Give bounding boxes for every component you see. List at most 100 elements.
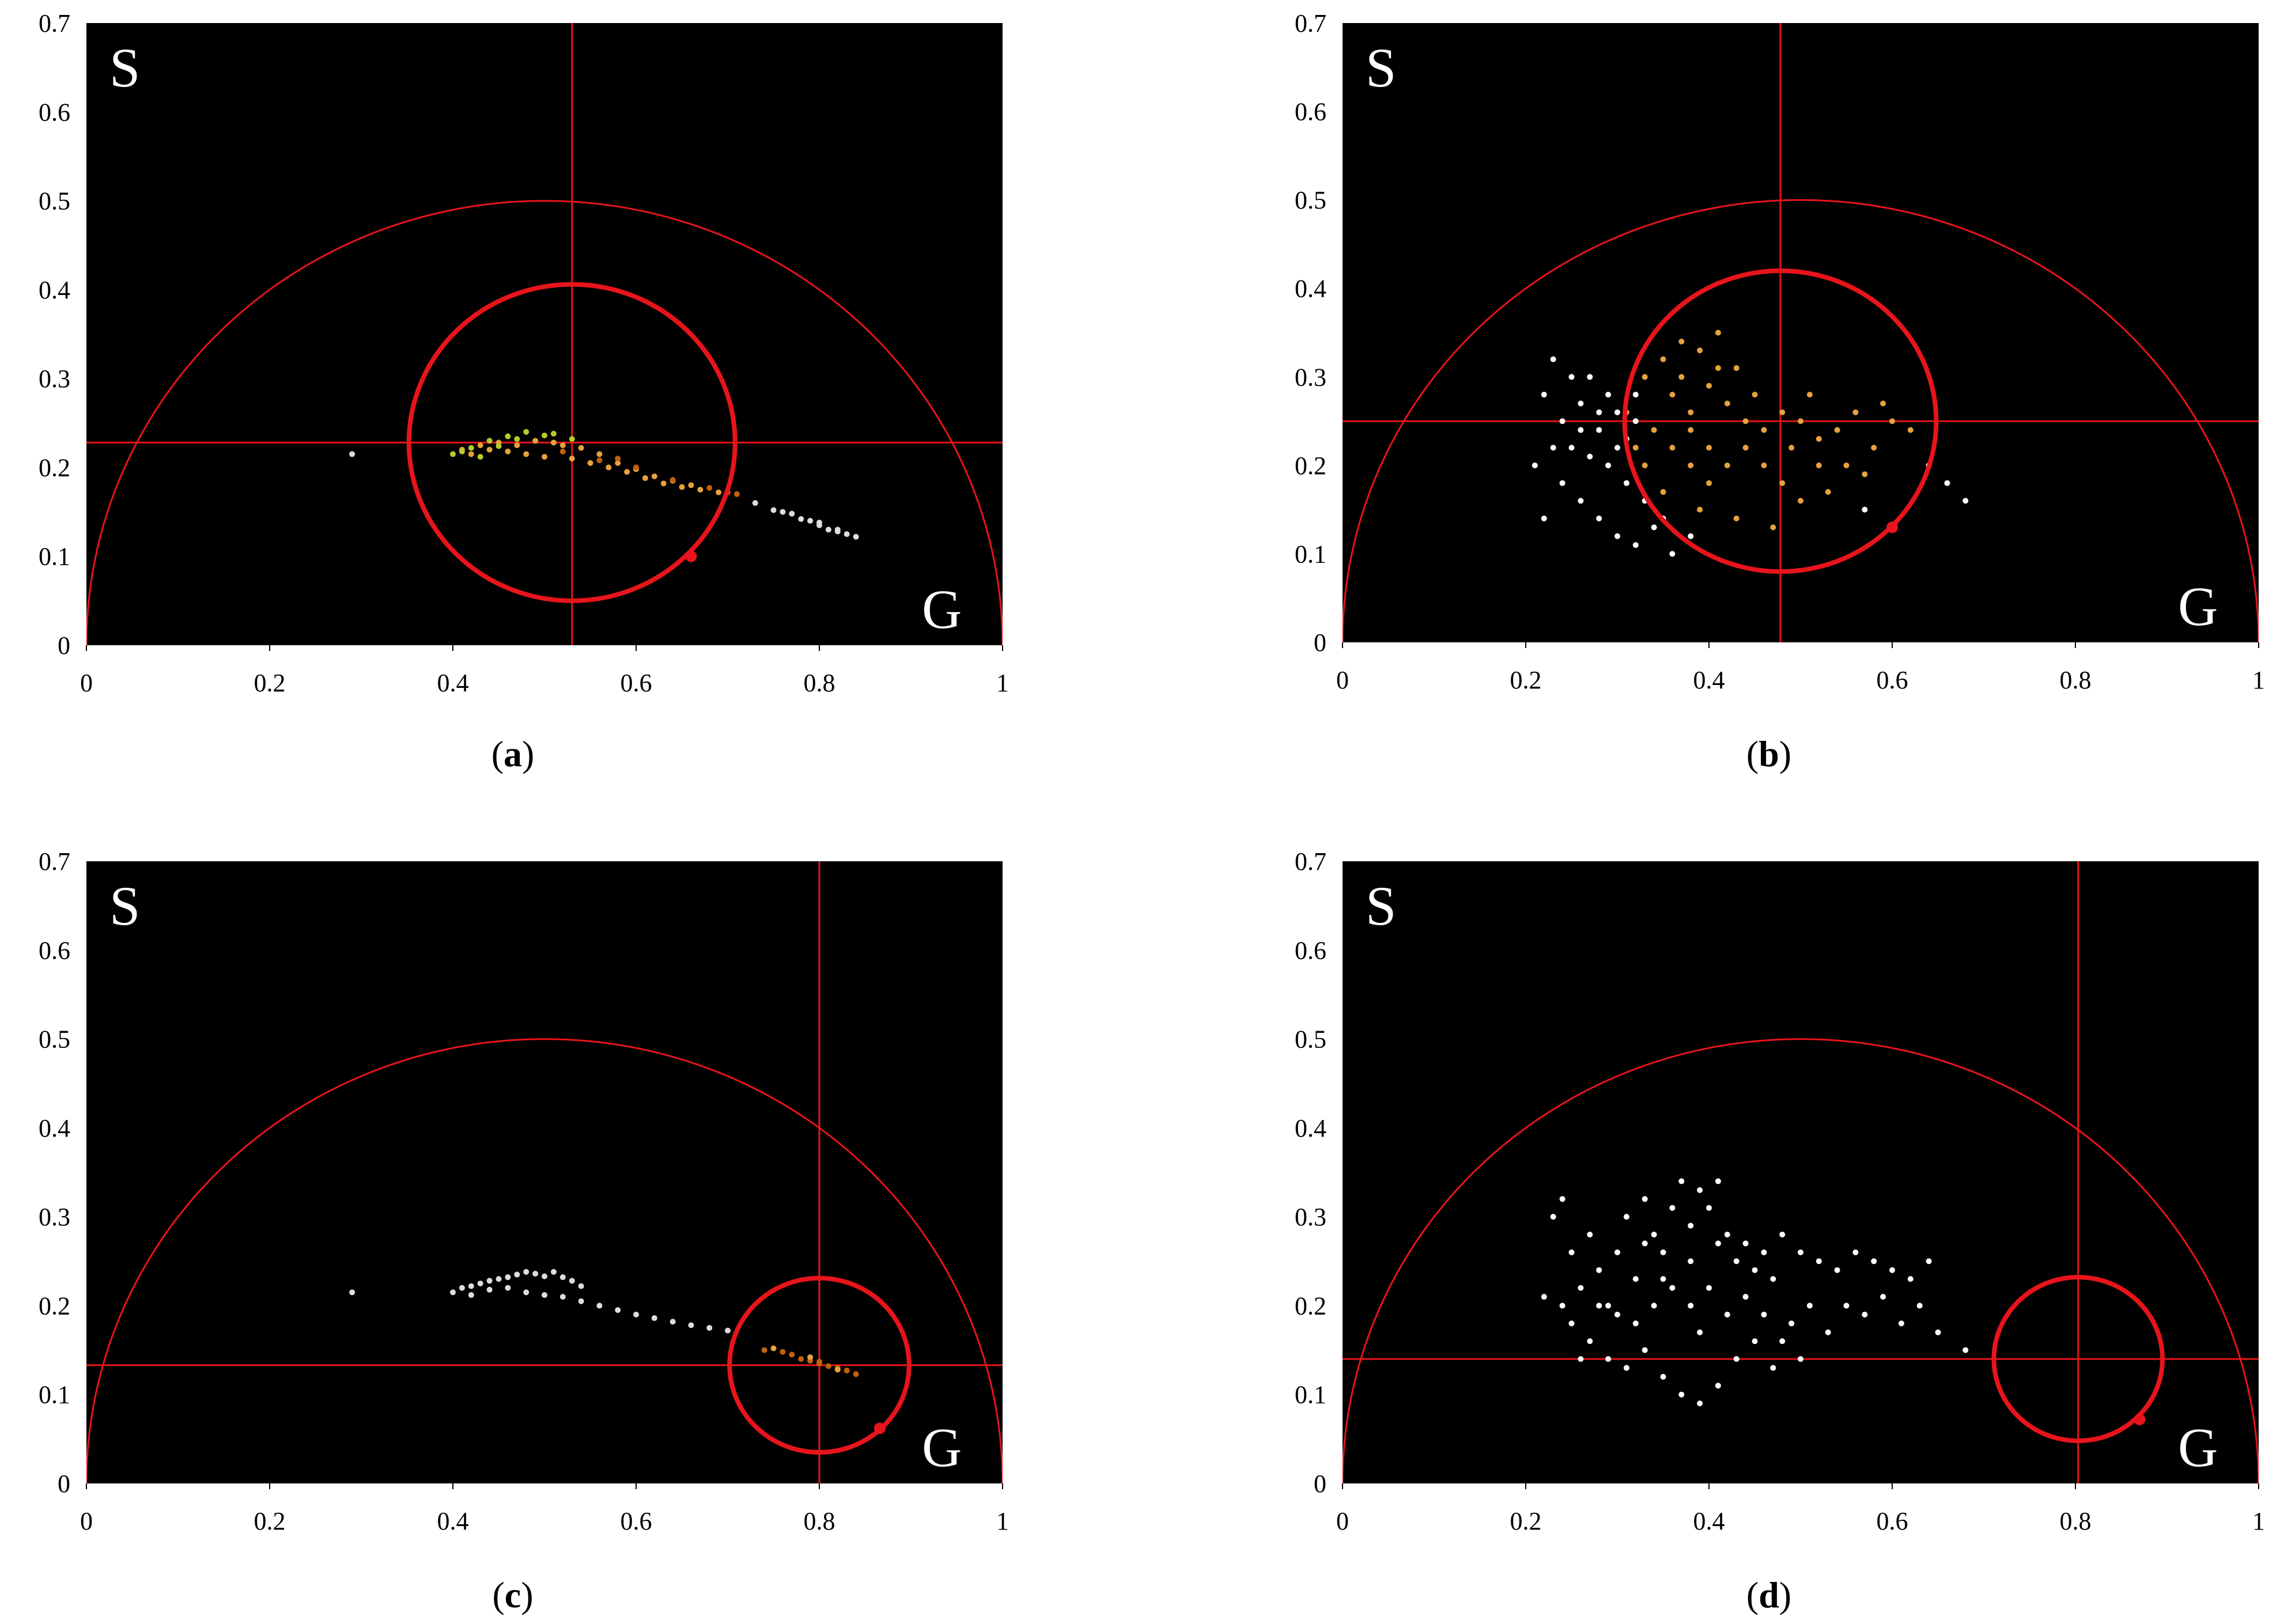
- data-point: [523, 429, 530, 435]
- data-point: [1715, 1383, 1721, 1389]
- universal-semicircle: [1343, 199, 2259, 642]
- y-tick-label: 0.5: [39, 187, 70, 215]
- data-point: [596, 1303, 603, 1309]
- data-point: [1697, 506, 1703, 513]
- data-point: [1632, 418, 1639, 425]
- data-point: [1843, 1303, 1850, 1309]
- y-tick-label: 0: [58, 631, 70, 660]
- panel-caption: (d): [1746, 1574, 1791, 1615]
- data-point: [496, 443, 502, 449]
- data-point: [468, 445, 474, 451]
- data-point: [1788, 445, 1795, 451]
- y-tick-label: 0.1: [39, 1381, 70, 1409]
- panel-caption: (c): [492, 1574, 533, 1615]
- y-tick-label: 0: [1314, 629, 1326, 657]
- panel-caption: (b): [1746, 733, 1791, 774]
- data-point: [1806, 392, 1813, 398]
- data-point: [1733, 1356, 1740, 1362]
- data-point: [542, 432, 547, 438]
- data-point: [1578, 427, 1584, 433]
- data-point: [1688, 1303, 1694, 1309]
- data-point: [550, 440, 557, 446]
- data-point: [780, 509, 786, 515]
- data-point: [468, 451, 474, 457]
- data-point: [1605, 1356, 1612, 1362]
- data-point: [798, 516, 804, 522]
- y-tick-label: 0.6: [39, 936, 70, 964]
- data-point: [1798, 1356, 1803, 1362]
- data-point: [1742, 445, 1749, 451]
- universal-semicircle: [86, 200, 1003, 645]
- data-point: [1688, 1222, 1694, 1229]
- data-point: [1907, 1276, 1914, 1282]
- data-point: [1724, 462, 1730, 468]
- data-point: [1798, 498, 1803, 504]
- data-point: [1697, 1400, 1703, 1407]
- data-point: [1898, 1320, 1904, 1327]
- data-point: [1752, 1267, 1758, 1273]
- data-point: [1761, 462, 1767, 468]
- data-point: [1669, 392, 1676, 398]
- data-point: [1871, 445, 1877, 451]
- data-point: [780, 1349, 786, 1355]
- data-point: [853, 533, 859, 540]
- y-tick-label: 0.7: [1295, 847, 1326, 876]
- data-point: [1889, 418, 1895, 425]
- y-tick-label: 0.2: [39, 1292, 70, 1320]
- plot-area: [1343, 23, 2259, 642]
- caption-open: (: [491, 733, 504, 774]
- data-point: [569, 436, 575, 442]
- plot-background: [86, 23, 1003, 645]
- data-point: [1596, 516, 1602, 521]
- data-point: [1568, 445, 1575, 451]
- data-point: [486, 446, 493, 453]
- x-tick-label: 0.8: [804, 1507, 835, 1535]
- data-point: [651, 473, 657, 479]
- data-point: [450, 1289, 456, 1296]
- data-point: [1825, 489, 1831, 495]
- data-point: [1550, 356, 1556, 362]
- data-point: [615, 1307, 621, 1313]
- data-point: [1614, 445, 1620, 451]
- data-point: [486, 1286, 493, 1293]
- caption-open: (: [1746, 733, 1759, 774]
- data-point: [550, 430, 557, 437]
- data-point: [550, 1269, 557, 1275]
- caption-close: ): [1779, 733, 1791, 774]
- data-point: [1568, 374, 1575, 380]
- data-point: [1862, 1311, 1868, 1318]
- data-point: [1669, 445, 1676, 451]
- data-point: [1916, 1303, 1923, 1309]
- data-point: [1614, 533, 1620, 539]
- data-point: [1669, 551, 1676, 557]
- data-point: [1852, 409, 1859, 415]
- data-point: [1632, 542, 1639, 548]
- data-point: [569, 456, 575, 461]
- data-point: [733, 491, 740, 497]
- plot-background: [86, 861, 1003, 1483]
- data-point: [1642, 374, 1648, 380]
- data-point: [1660, 489, 1666, 495]
- y-tick-label: 0.6: [39, 98, 70, 126]
- data-point: [1724, 400, 1730, 407]
- data-point: [1752, 1338, 1758, 1345]
- data-point: [1715, 1178, 1721, 1184]
- data-point: [660, 480, 667, 487]
- data-point: [1779, 480, 1786, 486]
- data-point: [1706, 383, 1712, 389]
- data-point: [1834, 427, 1840, 433]
- cursor-handle: [2134, 1413, 2146, 1425]
- data-point: [798, 1356, 804, 1362]
- caption-close: ): [1779, 1574, 1791, 1615]
- plot-area: [86, 23, 1003, 645]
- data-point: [1651, 524, 1657, 531]
- data-point: [1578, 400, 1584, 407]
- data-point: [688, 1322, 694, 1328]
- data-point: [1733, 516, 1740, 521]
- data-point: [825, 527, 831, 533]
- data-point: [569, 1278, 575, 1284]
- data-point: [1806, 1303, 1813, 1309]
- y-tick-label: 0.3: [1295, 363, 1326, 391]
- data-point: [1532, 462, 1538, 468]
- corner-label-g: G: [922, 578, 962, 640]
